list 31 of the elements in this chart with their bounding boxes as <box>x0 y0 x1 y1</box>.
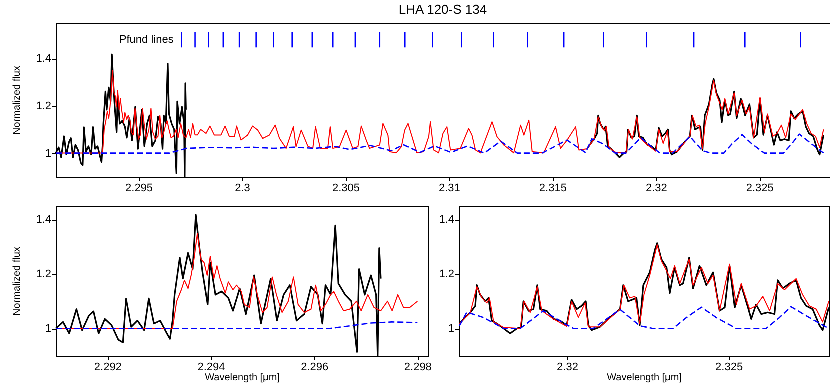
x-tick-label: 2.31 <box>439 182 460 194</box>
x-tick-label: 2.3 <box>235 182 250 194</box>
x-tick-label: 2.296 <box>301 362 329 374</box>
x-tick-label: 2.325 <box>746 182 774 194</box>
chart-title: LHA 120-S 134 <box>398 2 488 17</box>
x-axis-title: Wavelength [μm] <box>205 372 280 384</box>
line-series <box>55 134 824 154</box>
x-tick-label: 2.305 <box>332 182 360 194</box>
y-axis-title: Normalized flux <box>12 247 24 316</box>
y-tick-label: 1.4 <box>36 214 52 226</box>
y-tick-label: 1.4 <box>36 53 52 66</box>
y-axis-title: Normalized flux <box>12 66 24 135</box>
y-tick-label: 1.2 <box>36 100 52 112</box>
y-tick-label: 1.4 <box>439 214 454 226</box>
x-tick-label: 2.315 <box>539 182 567 194</box>
x-tick-label: 2.294 <box>198 362 226 374</box>
x-tick-label: 2.298 <box>404 362 432 374</box>
x-tick-label: 2.295 <box>126 182 154 194</box>
line-series <box>55 322 418 330</box>
x-axis-title: Wavelength [μm] <box>607 372 682 384</box>
y-tick-label: 1 <box>45 323 52 336</box>
line-series <box>458 306 830 330</box>
x-tick-label: 2.292 <box>94 362 122 374</box>
x-tick-label: 2.32 <box>646 182 668 194</box>
y-tick-label: 1 <box>448 323 454 336</box>
y-tick-label: 1 <box>45 148 52 160</box>
annotation: Pfund lines <box>119 34 174 46</box>
x-tick-label: 2.325 <box>716 362 744 374</box>
y-tick-label: 1.2 <box>36 268 52 281</box>
x-tick-label: 2.32 <box>557 362 578 374</box>
y-tick-label: 1.2 <box>439 268 454 281</box>
